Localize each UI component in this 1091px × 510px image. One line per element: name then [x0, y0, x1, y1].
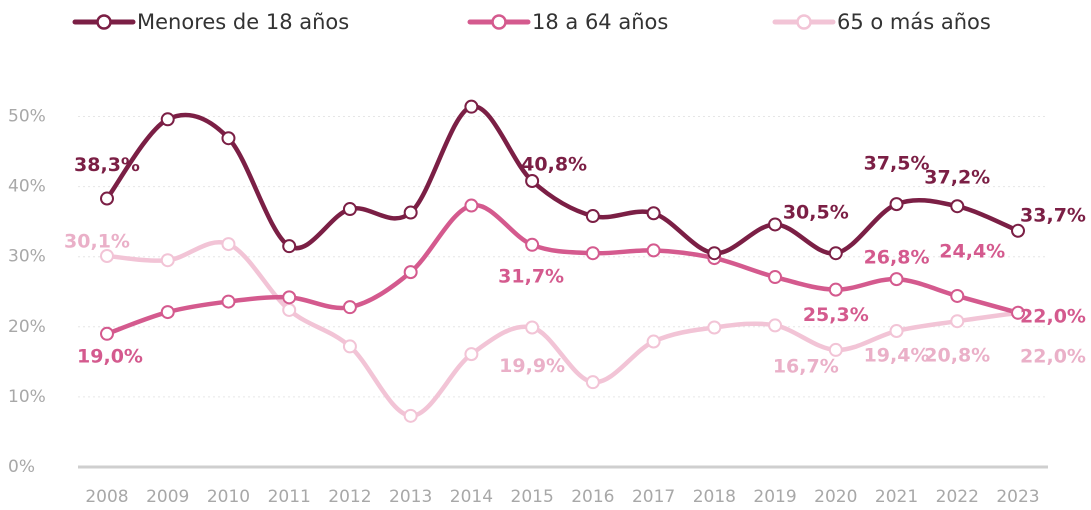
x-tick-label: 2012 [328, 487, 371, 507]
y-tick-label: 0% [8, 457, 35, 477]
data-label: 30,5% [783, 202, 849, 224]
data-label: 16,7% [773, 355, 839, 377]
x-tick-label: 2019 [753, 487, 796, 507]
point [585, 375, 600, 390]
point [889, 197, 904, 212]
point [160, 112, 175, 127]
point [282, 290, 297, 305]
y-tick-label: 20% [8, 317, 46, 337]
data-label: 24,4% [939, 240, 1005, 262]
point [342, 339, 357, 354]
point [1011, 223, 1025, 238]
point [828, 282, 843, 297]
data-label: 22,0% [1020, 345, 1086, 367]
data-label: 25,3% [803, 304, 869, 326]
x-tick-label: 2016 [571, 487, 614, 507]
x-tick-label: 2021 [875, 487, 918, 507]
data-label: 33,7% [1020, 204, 1086, 226]
point [282, 302, 297, 317]
legend-marker [796, 14, 812, 30]
point [221, 237, 236, 252]
x-tick-label: 2013 [389, 487, 432, 507]
point [464, 99, 479, 114]
point [403, 265, 418, 280]
data-label: 37,5% [864, 153, 930, 175]
series-line [106, 203, 1019, 336]
data-label: 38,3% [74, 154, 140, 176]
point [342, 300, 357, 315]
data-label: 37,2% [924, 167, 990, 189]
x-tick-label: 2011 [268, 487, 311, 507]
point [464, 347, 479, 362]
point [160, 305, 175, 320]
series-line [105, 104, 1019, 256]
point [403, 205, 418, 220]
point [525, 320, 540, 335]
y-tick-label: 40% [8, 177, 46, 197]
point [950, 314, 965, 329]
legend-label: Menores de 18 años [137, 10, 349, 34]
point [100, 248, 114, 263]
series-line [106, 240, 1019, 419]
point [525, 173, 540, 188]
data-label: 20,8% [924, 345, 990, 367]
point [464, 198, 479, 213]
point [707, 320, 722, 335]
point [768, 270, 783, 285]
data-label: 40,8% [521, 153, 587, 175]
point [889, 324, 904, 339]
point [768, 318, 783, 333]
data-label: 26,8% [864, 247, 930, 269]
point [646, 243, 661, 258]
x-tick-label: 2018 [693, 487, 736, 507]
x-tick-label: 2008 [85, 487, 128, 507]
point [100, 191, 114, 206]
point [828, 246, 843, 261]
point [889, 272, 904, 287]
data-label: 22,0% [1020, 305, 1086, 327]
y-tick-label: 50% [8, 107, 46, 127]
x-tick-label: 2020 [814, 487, 857, 507]
point [160, 253, 175, 268]
point [950, 288, 965, 303]
point [525, 237, 540, 252]
data-label: 19,4% [864, 345, 930, 367]
point [646, 334, 661, 349]
point [282, 239, 297, 254]
point [221, 131, 236, 146]
y-tick-label: 30% [8, 247, 46, 267]
x-tick-label: 2014 [450, 487, 493, 507]
x-tick-label: 2023 [996, 487, 1039, 507]
x-tick-label: 2015 [511, 487, 554, 507]
point [100, 326, 114, 341]
x-tick-label: 2022 [936, 487, 979, 507]
point [1011, 305, 1025, 320]
point [585, 246, 600, 261]
y-tick-label: 10% [8, 387, 46, 407]
x-tick-label: 2017 [632, 487, 675, 507]
point [768, 217, 783, 232]
point [221, 294, 236, 309]
point [342, 202, 357, 217]
x-tick-label: 2009 [146, 487, 189, 507]
legend-marker [491, 14, 507, 30]
legend-label: 18 a 64 años [532, 10, 668, 34]
data-label: 31,7% [498, 265, 564, 287]
point [646, 206, 661, 221]
data-label: 30,1% [64, 230, 130, 252]
data-label: 19,0% [77, 345, 143, 367]
legend-marker [96, 14, 112, 30]
point [403, 408, 418, 423]
point [828, 342, 843, 357]
data-label: 19,9% [499, 355, 565, 377]
point [585, 209, 600, 224]
point [950, 199, 965, 214]
point [707, 246, 722, 261]
x-tick-label: 2010 [207, 487, 250, 507]
legend-label: 65 o más años [837, 10, 991, 34]
